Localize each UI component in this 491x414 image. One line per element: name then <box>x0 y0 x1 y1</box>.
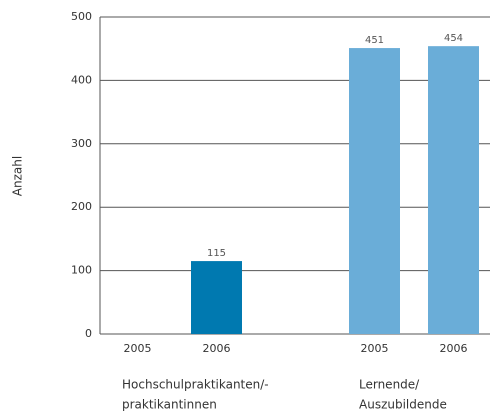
y-tick-label: 500 <box>71 10 92 23</box>
value-label: 454 <box>444 33 463 44</box>
bar <box>349 48 400 334</box>
group-label: Hochschulpraktikanten/- <box>122 378 269 392</box>
group-label: praktikantinnen <box>122 398 217 412</box>
y-tick-label: 100 <box>71 264 92 277</box>
y-tick-label: 200 <box>71 200 92 213</box>
x-tick-label: 2005 <box>361 342 389 355</box>
group-label: Lernende/ <box>359 378 420 392</box>
value-label: 451 <box>365 35 384 46</box>
x-tick-label: 2005 <box>124 342 152 355</box>
bar <box>191 261 242 334</box>
bar <box>428 46 479 334</box>
y-axis-label: Anzahl <box>11 156 25 196</box>
value-label: 115 <box>207 248 226 259</box>
x-tick-label: 2006 <box>203 342 231 355</box>
y-tick-label: 400 <box>71 73 92 86</box>
group-label: Auszubildende <box>359 398 447 412</box>
x-tick-label: 2006 <box>440 342 468 355</box>
y-tick-label: 300 <box>71 137 92 150</box>
y-tick-label: 0 <box>85 327 92 340</box>
